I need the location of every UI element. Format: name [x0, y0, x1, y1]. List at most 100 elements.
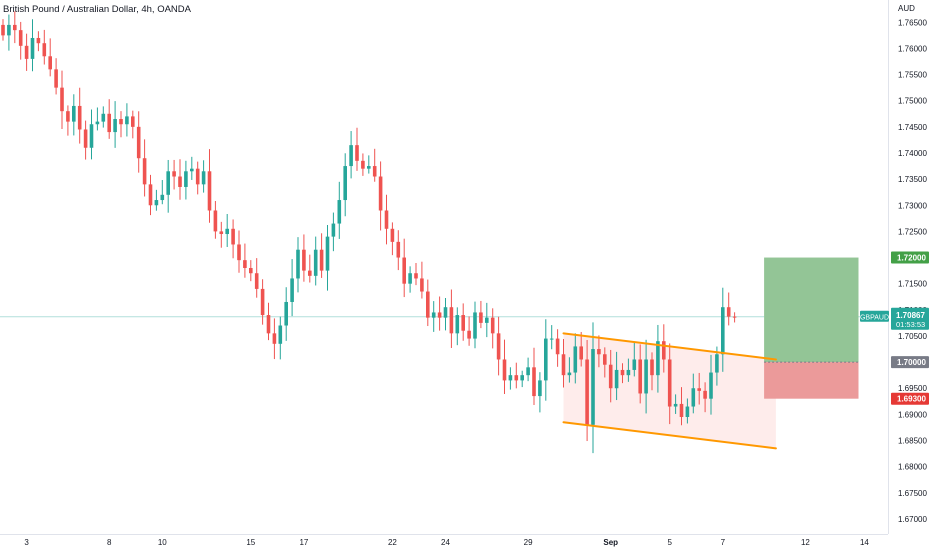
candle[interactable]	[284, 287, 288, 341]
candle[interactable]	[526, 357, 530, 382]
candle[interactable]	[319, 233, 324, 278]
candle[interactable]	[490, 308, 495, 349]
candle[interactable]	[685, 398, 690, 424]
candle[interactable]	[296, 237, 300, 293]
candle[interactable]	[325, 225, 330, 291]
loss-zone[interactable]	[764, 362, 859, 399]
candle[interactable]	[349, 131, 353, 179]
candle[interactable]	[119, 111, 123, 138]
candle[interactable]	[549, 325, 554, 350]
candle[interactable]	[225, 213, 229, 247]
candle[interactable]	[148, 174, 153, 216]
candle[interactable]	[431, 301, 436, 332]
candle[interactable]	[614, 351, 619, 401]
candle[interactable]	[479, 300, 483, 329]
candle[interactable]	[691, 373, 696, 414]
candle[interactable]	[260, 279, 265, 325]
candle[interactable]	[107, 99, 111, 139]
candle[interactable]	[656, 324, 660, 393]
candle[interactable]	[160, 180, 165, 205]
candle[interactable]	[101, 106, 106, 128]
candle[interactable]	[201, 160, 206, 193]
candle[interactable]	[662, 324, 666, 373]
candle[interactable]	[449, 289, 454, 348]
candle[interactable]	[514, 362, 519, 389]
candle[interactable]	[591, 322, 595, 454]
candle[interactable]	[632, 342, 637, 377]
candle[interactable]	[313, 236, 318, 286]
candle[interactable]	[77, 87, 82, 144]
candle[interactable]	[608, 349, 613, 403]
candle[interactable]	[367, 155, 371, 174]
candle[interactable]	[496, 316, 501, 376]
candle[interactable]	[30, 19, 35, 72]
candle[interactable]	[355, 127, 359, 171]
candle[interactable]	[461, 303, 465, 341]
candle[interactable]	[290, 259, 294, 317]
candle[interactable]	[538, 372, 542, 413]
candle[interactable]	[54, 58, 58, 95]
candle[interactable]	[396, 230, 401, 271]
candle[interactable]	[89, 109, 94, 160]
candle[interactable]	[190, 156, 194, 180]
candle[interactable]	[703, 382, 707, 413]
candle[interactable]	[95, 107, 100, 131]
candle[interactable]	[113, 101, 117, 148]
candle[interactable]	[567, 357, 572, 383]
candle[interactable]	[337, 181, 342, 239]
candle[interactable]	[644, 339, 648, 414]
candle[interactable]	[249, 260, 253, 282]
candle[interactable]	[437, 296, 442, 331]
symbol-tag[interactable]: GBPAUD	[860, 310, 889, 322]
candle[interactable]	[72, 94, 76, 136]
candle[interactable]	[384, 194, 389, 245]
candle[interactable]	[136, 111, 141, 173]
candle[interactable]	[231, 219, 235, 259]
candle[interactable]	[697, 372, 701, 405]
candle[interactable]	[131, 110, 135, 139]
candle[interactable]	[308, 254, 312, 283]
candle[interactable]	[726, 292, 731, 326]
candle[interactable]	[166, 159, 170, 213]
candle[interactable]	[620, 363, 625, 384]
candle[interactable]	[520, 370, 524, 388]
candle[interactable]	[219, 221, 224, 248]
candle[interactable]	[48, 38, 52, 77]
candle[interactable]	[7, 14, 11, 51]
candle[interactable]	[603, 347, 607, 378]
candle[interactable]	[485, 302, 489, 338]
candle[interactable]	[172, 159, 176, 190]
channel-lower-line[interactable]	[562, 421, 777, 450]
candle[interactable]	[66, 105, 70, 136]
candle[interactable]	[36, 31, 41, 52]
candle[interactable]	[555, 329, 560, 367]
target-price-tag[interactable]: 1.72000	[891, 251, 929, 264]
candle[interactable]	[302, 234, 306, 282]
candle[interactable]	[243, 243, 247, 278]
candle[interactable]	[455, 307, 460, 346]
candle[interactable]	[390, 222, 395, 256]
candle[interactable]	[679, 387, 684, 426]
candle[interactable]	[467, 316, 471, 346]
candle[interactable]	[721, 287, 725, 372]
candle[interactable]	[709, 354, 713, 415]
candle[interactable]	[673, 394, 678, 414]
candle[interactable]	[125, 103, 129, 137]
candle[interactable]	[154, 189, 159, 211]
candle[interactable]	[597, 335, 601, 368]
candle[interactable]	[626, 358, 631, 382]
candle[interactable]	[266, 302, 271, 341]
candle[interactable]	[502, 339, 507, 394]
candle[interactable]	[408, 266, 412, 293]
candle[interactable]	[184, 160, 188, 200]
candle[interactable]	[426, 279, 430, 327]
candle[interactable]	[254, 258, 259, 298]
candle[interactable]	[414, 263, 418, 286]
candle[interactable]	[544, 319, 548, 401]
candle[interactable]	[579, 331, 583, 367]
stop-price-tag[interactable]: 1.69300	[891, 392, 929, 405]
candle[interactable]	[142, 139, 147, 197]
candle[interactable]	[207, 149, 212, 223]
candle[interactable]	[638, 344, 642, 404]
